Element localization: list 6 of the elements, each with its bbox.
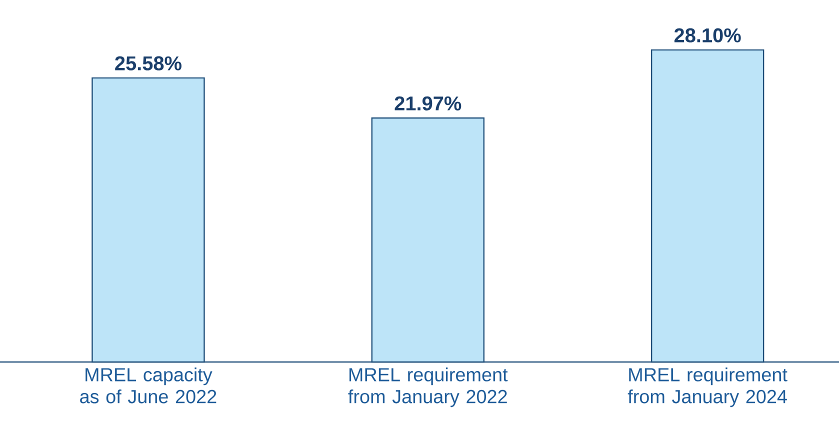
data-label: 28.10% bbox=[674, 28, 741, 42]
x-tick-label: MREL capacity as of June 2022 bbox=[80, 368, 216, 404]
data-label: 21.97% bbox=[394, 96, 462, 110]
data-label: 25.58% bbox=[115, 56, 182, 70]
x-tick-label: MREL requirement from January 2024 bbox=[628, 368, 788, 408]
x-tick-label: MREL requirement from January 2022 bbox=[348, 368, 508, 408]
